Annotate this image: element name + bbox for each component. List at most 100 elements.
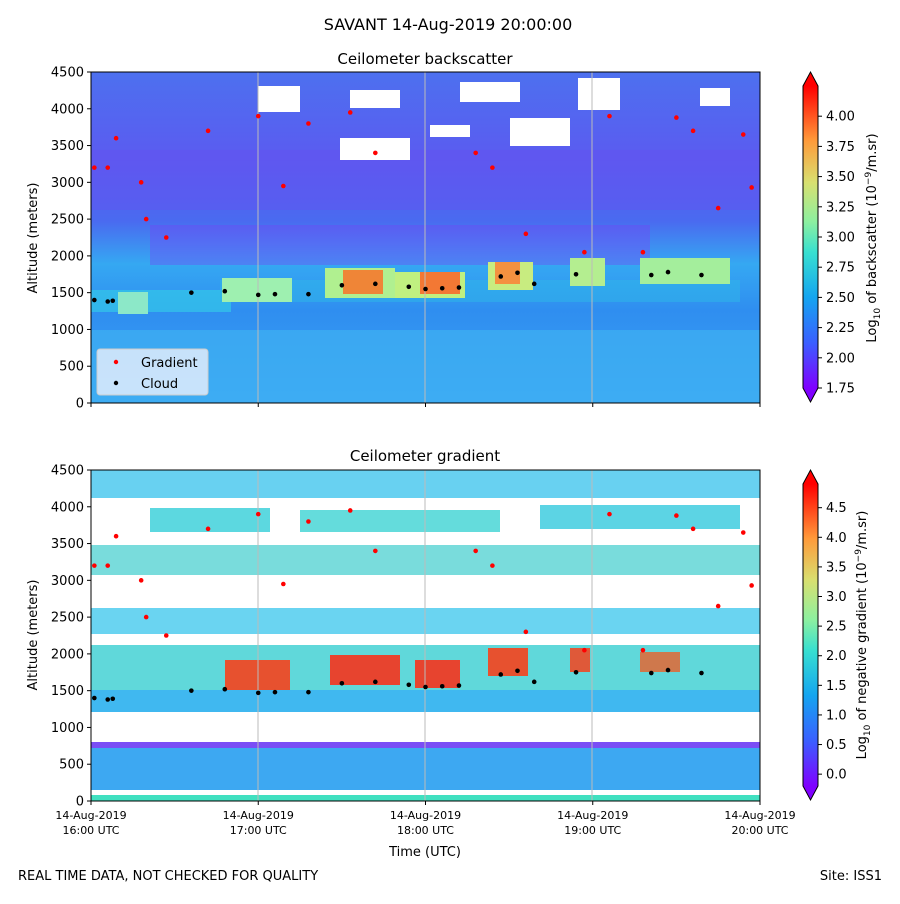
gradient-point (138, 578, 144, 583)
cloud-point (189, 688, 194, 693)
y-tick-label: 2000 (51, 647, 84, 662)
cloud-point (665, 269, 671, 275)
gradient-point (740, 132, 746, 137)
cloud-point (110, 696, 116, 702)
legend-cloud-marker (113, 380, 119, 386)
legend-gradient-marker (113, 359, 119, 365)
figure-title: SAVANT 14-Aug-2019 20:00:00 (324, 15, 573, 34)
cloud-point (699, 272, 704, 278)
y-tick-label: 2000 (51, 249, 84, 264)
x-tick-date: 14-Aug-2019 (557, 809, 628, 822)
backscatter-gradient-points (92, 110, 754, 255)
gradient-point (113, 533, 119, 539)
gradient-point (582, 249, 587, 255)
cloud-point (498, 274, 504, 279)
y-tick-label: 1500 (51, 286, 84, 301)
cloud-point (373, 281, 378, 287)
backscatter-y-ticks: 0 500 1000 1500 2000 2500 3000 3500 4000 4500 (51, 66, 91, 412)
colorbar-tick-label: 2.00 (826, 351, 855, 366)
colorbar-tick-label: 4.0 (826, 531, 847, 546)
cloud-point (105, 299, 111, 304)
y-tick-label: 4500 (51, 66, 84, 81)
gradient-ylabel: Altitude (meters) (26, 580, 41, 691)
x-tick-time: 16:00 UTC (62, 824, 119, 837)
cloud-point (648, 670, 654, 676)
gradient-point (740, 530, 746, 535)
x-tick-time: 20:00 UTC (731, 824, 788, 837)
colorbar-tick-label: 4.5 (826, 501, 847, 516)
cloud-point (423, 684, 428, 690)
cloud-point (222, 686, 228, 692)
gradient-point (113, 135, 119, 141)
gradient-point (523, 231, 529, 237)
gradient-point (143, 216, 149, 222)
cloud-point (515, 270, 520, 276)
y-tick-label: 1000 (51, 323, 84, 338)
gradient-point (715, 205, 721, 211)
colorbar-tick-label: 0.5 (826, 738, 847, 753)
cloud-point (498, 672, 504, 677)
x-tick-time: 18:00 UTC (397, 824, 454, 837)
colorbar-tick-label: 2.0 (826, 649, 847, 664)
gradient-point (640, 249, 646, 255)
cloud-point (255, 292, 261, 298)
cloud-point (306, 689, 311, 695)
x-tick-date: 14-Aug-2019 (55, 809, 126, 822)
backscatter-gridlines (257, 72, 593, 403)
x-axis-label: Time (UTC) (388, 845, 461, 860)
gradient-panel: Ceilometer gradient (26, 447, 873, 860)
gradient-point (607, 511, 612, 517)
colorbar-tick-label: 3.00 (826, 231, 855, 246)
gradient-point (373, 150, 378, 156)
cloud-point (699, 670, 704, 676)
legend-cloud-label: Cloud (141, 377, 178, 392)
colorbar-tick-label: 3.0 (826, 590, 847, 605)
gradient-gridlines (257, 470, 593, 801)
cloud-point (222, 288, 228, 294)
cloud-point (456, 285, 462, 290)
gradient-gradient-points (92, 508, 754, 653)
y-tick-label: 3500 (51, 139, 84, 154)
backscatter-colorbar-ticks: 1.75 2.00 2.25 2.50 2.75 3.00 3.25 3.50 3.75 4.00 (818, 110, 855, 397)
cloud-point (272, 291, 278, 297)
gradient-point (690, 128, 696, 134)
gradient-point (373, 548, 378, 554)
legend-gradient-label: Gradient (141, 356, 198, 371)
gradient-point (690, 526, 696, 532)
cloud-point (110, 298, 116, 304)
y-tick-label: 1000 (51, 721, 84, 736)
colorbar-tick-label: 3.25 (826, 200, 855, 215)
gradient-point (143, 614, 149, 620)
gradient-x-ticks: 14-Aug-2019 16:00 UTC 14-Aug-2019 17:00 UTC… (55, 801, 796, 837)
gradient-point (674, 513, 679, 518)
gradient-point (163, 633, 169, 638)
gradient-point (281, 183, 286, 189)
gradient-colorbar-ticks: 0.0 0.5 1.0 1.5 2.0 2.5 3.0 3.5 4.0 4.5 (818, 501, 847, 783)
y-tick-label: 4000 (51, 500, 84, 515)
backscatter-title: Ceilometer backscatter (337, 50, 513, 68)
cloud-point (339, 283, 345, 288)
colorbar-tick-label: 2.25 (826, 321, 855, 336)
gradient-colorbar: 0.0 0.5 1.0 1.5 2.0 2.5 3.0 3.5 4.0 4.5 Log10 of … (802, 468, 873, 802)
cloud-point (255, 690, 261, 696)
gradient-point (674, 115, 679, 120)
y-tick-label: 3500 (51, 537, 84, 552)
gradient-point (347, 508, 353, 513)
gradient-point (92, 165, 97, 170)
legend: Gradient Cloud (96, 348, 209, 396)
gradient-point (523, 629, 529, 635)
gradient-point (490, 563, 495, 568)
cloud-point (306, 291, 311, 297)
cloud-point (573, 271, 579, 277)
gradient-point (205, 128, 211, 134)
x-tick-time: 19:00 UTC (564, 824, 621, 837)
gradient-point (92, 563, 97, 568)
y-tick-label: 4500 (51, 464, 84, 479)
backscatter-colorbar-label: Log10 of backscatter (10−9/m.sr) (864, 133, 883, 342)
backscatter-x-ticks (90, 403, 761, 407)
gradient-colorbar-label: Log10 of negative gradient (10−9/m.sr) (854, 511, 873, 760)
cloud-point (439, 285, 445, 291)
y-tick-label: 2500 (51, 611, 84, 626)
cloud-point (272, 689, 278, 695)
